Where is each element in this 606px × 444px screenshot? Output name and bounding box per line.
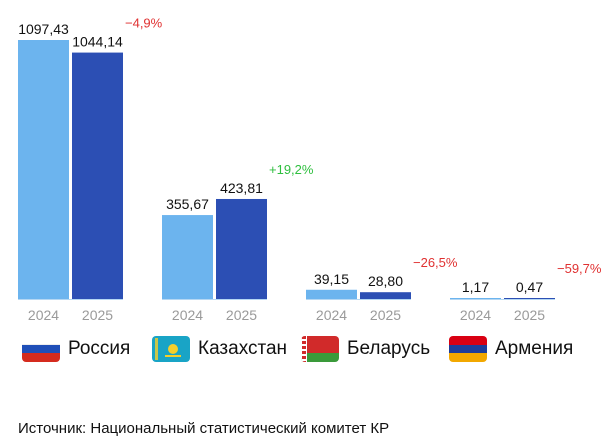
bar-armenia-2024 bbox=[450, 298, 501, 299]
bar-russia-2024 bbox=[18, 40, 69, 299]
year-label-armenia-2025: 2025 bbox=[514, 307, 545, 323]
russia-flag-icon bbox=[22, 336, 60, 362]
legend-belarus: Беларусь bbox=[301, 334, 430, 364]
year-label-russia-2024: 2024 bbox=[28, 307, 59, 323]
belarus-flag-icon bbox=[301, 336, 339, 362]
value-label-russia-2024: 1097,43 bbox=[18, 21, 69, 37]
value-label-kazakhstan-2025: 423,81 bbox=[220, 180, 263, 196]
value-label-armenia-2024: 1,17 bbox=[462, 279, 489, 295]
bar-russia-2025 bbox=[72, 52, 123, 300]
value-label-belarus-2025: 28,80 bbox=[368, 273, 403, 289]
change-label-russia: −4,9% bbox=[125, 16, 163, 31]
value-label-armenia-2025: 0,47 bbox=[516, 279, 543, 295]
change-label-kazakhstan: +19,2% bbox=[269, 162, 314, 177]
year-label-belarus-2025: 2025 bbox=[370, 307, 401, 323]
kazakhstan-flag-icon bbox=[152, 336, 190, 362]
value-label-russia-2025: 1044,14 bbox=[72, 34, 123, 50]
value-label-belarus-2024: 39,15 bbox=[314, 271, 349, 287]
year-label-armenia-2024: 2024 bbox=[460, 307, 491, 323]
bar-belarus-2024 bbox=[306, 289, 357, 299]
change-label-armenia: −59,7% bbox=[557, 261, 602, 276]
legend-kazakhstan: Казахстан bbox=[152, 334, 287, 364]
source-note: Источник: Национальный статистический ко… bbox=[18, 420, 390, 437]
bar-kazakhstan-2025 bbox=[216, 198, 267, 299]
legend-russia: Россия bbox=[22, 334, 130, 364]
armenia-flag-icon bbox=[449, 336, 487, 362]
year-label-belarus-2024: 2024 bbox=[316, 307, 347, 323]
country-name-belarus: Беларусь bbox=[347, 338, 431, 359]
year-label-russia-2025: 2025 bbox=[82, 307, 113, 323]
country-name-armenia: Армения bbox=[495, 338, 574, 359]
value-label-kazakhstan-2024: 355,67 bbox=[166, 196, 209, 212]
bar-kazakhstan-2024 bbox=[162, 215, 213, 299]
change-label-belarus: −26,5% bbox=[413, 255, 458, 270]
country-name-kazakhstan: Казахстан bbox=[198, 338, 288, 359]
country-name-russia: Россия bbox=[68, 338, 131, 359]
year-label-kazakhstan-2025: 2025 bbox=[226, 307, 257, 323]
bar-belarus-2025 bbox=[360, 292, 411, 299]
year-label-kazakhstan-2024: 2024 bbox=[172, 307, 203, 323]
legend-armenia: Армения bbox=[449, 334, 573, 364]
bar-armenia-2025 bbox=[504, 298, 555, 299]
